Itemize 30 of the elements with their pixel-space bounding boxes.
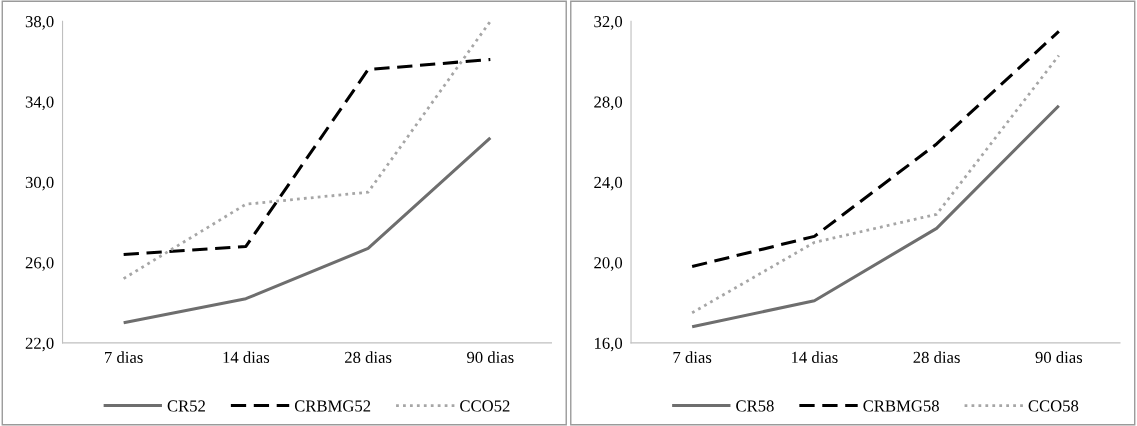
legend-label: CRBMG52: [294, 400, 371, 412]
y-tick-label: 34,0: [25, 96, 54, 111]
x-tick-label: 7 dias: [105, 351, 143, 363]
x-tick-label: 90 dias: [1035, 351, 1083, 363]
line-series: [122, 136, 492, 325]
line-series: [690, 29, 1061, 269]
x-tick-label: 28 dias: [344, 351, 392, 363]
line-series: [690, 54, 1061, 315]
y-tick-label: 24,0: [594, 176, 623, 191]
x-tick-label: 14 dias: [223, 351, 270, 363]
line-series: [690, 104, 1061, 329]
y-tick-label: 22,0: [25, 337, 54, 352]
line-series: [122, 21, 492, 280]
y-tick-label: 38,0: [25, 16, 54, 30]
legend-label: CCO52: [460, 400, 510, 412]
y-tick-label: 26,0: [25, 257, 54, 271]
y-tick-label: 28,0: [594, 96, 623, 111]
line-series: [122, 57, 492, 257]
x-tick-label: 28 dias: [913, 351, 960, 363]
legend-label: CR52: [167, 400, 205, 412]
x-tick-label: 90 dias: [467, 351, 514, 363]
y-tick-label: 16,0: [595, 337, 623, 352]
legend-label: CCO58: [1028, 400, 1079, 412]
y-tick-label: 32,0: [594, 16, 623, 30]
legend-label: CRBMG58: [863, 400, 939, 412]
x-tick-label: 14 dias: [792, 351, 838, 363]
legend-label: CR58: [736, 400, 774, 412]
y-tick-label: 30,0: [25, 176, 54, 191]
y-tick-label: 20,0: [594, 257, 623, 271]
x-tick-label: 7 dias: [673, 351, 712, 363]
